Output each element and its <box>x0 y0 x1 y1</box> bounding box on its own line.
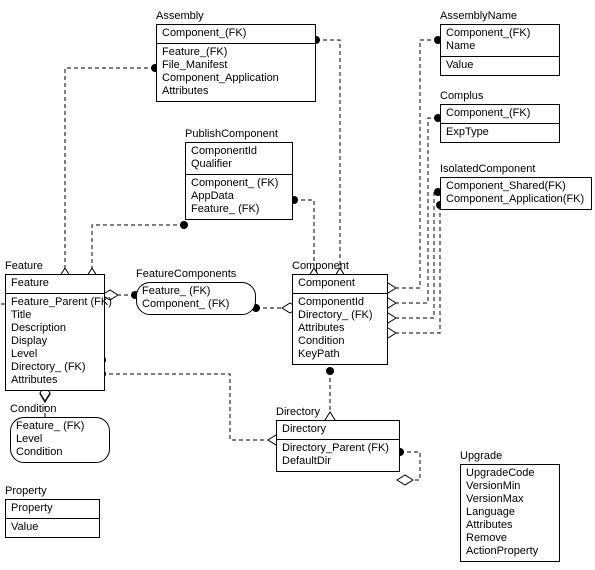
publishcomponent-entity: ComponentId Qualifier Component_ (FK) Ap… <box>185 142 293 220</box>
publishcomponent-pk-1: Qualifier <box>191 158 287 171</box>
feature-attr-6: Attributes <box>11 374 99 387</box>
complus-pk-0: Component_(FK) <box>446 107 554 120</box>
component-attr-2: Attributes <box>298 322 382 335</box>
feature-attr-1: Title <box>11 309 99 322</box>
upgrade-label: Upgrade <box>460 450 502 462</box>
featurecomponents-label: FeatureComponents <box>136 268 236 280</box>
condition-attr-0: Condition <box>16 446 104 459</box>
isolatedcomponent-pk-0: Component_Shared(FK) <box>446 180 586 193</box>
condition-label: Condition <box>10 403 56 415</box>
feature-attr-3: Display <box>11 335 99 348</box>
assemblyname-attr-0: Value <box>446 59 554 72</box>
feature-entity: Feature Feature_Parent (FK) Title Descri… <box>5 274 105 391</box>
directory-attr-1: DefaultDir <box>282 455 394 468</box>
assembly-pk-0: Component_(FK) <box>162 27 310 40</box>
complus-attr-0: ExpType <box>446 126 554 139</box>
component-attr-1: Directory_ (FK) <box>298 309 382 322</box>
component-attr-3: Condition <box>298 335 382 348</box>
component-attr-0: ComponentId <box>298 296 382 309</box>
condition-entity: Feature_ (FK) Level Condition <box>10 417 110 463</box>
property-entity: Property Value <box>5 499 100 538</box>
publishcomponent-label: PublishComponent <box>185 128 278 140</box>
directory-label: Directory <box>276 406 320 418</box>
condition-pk-0: Feature_ (FK) <box>16 420 104 433</box>
featurecomponents-pk-0: Feature_ (FK) <box>142 285 250 298</box>
feature-attr-0: Feature_Parent (FK) <box>11 296 99 309</box>
feature-label: Feature <box>5 260 43 272</box>
featurecomponents-pk-1: Component_ (FK) <box>142 298 250 311</box>
upgrade-pk-5: Remove <box>466 532 554 545</box>
feature-attr-2: Description <box>11 322 99 335</box>
property-attr-0: Value <box>11 521 94 534</box>
assemblyname-pk-0: Component_(FK) <box>446 27 554 40</box>
feature-attr-5: Directory_ (FK) <box>11 361 99 374</box>
assembly-attr-3: Attributes <box>162 85 310 98</box>
publishcomponent-attr-1: AppData <box>191 190 287 203</box>
component-attr-4: KeyPath <box>298 348 382 361</box>
isolatedcomponent-label: IsolatedComponent <box>440 163 535 175</box>
directory-entity: Directory Directory_Parent (FK) DefaultD… <box>276 420 400 472</box>
assembly-attr-0: Feature_(FK) <box>162 46 310 59</box>
property-pk-0: Property <box>11 502 94 515</box>
upgrade-pk-3: Language <box>466 506 554 519</box>
upgrade-pk-4: Attributes <box>466 519 554 532</box>
condition-pk-1: Level <box>16 433 104 446</box>
upgrade-pk-6: ActionProperty <box>466 545 554 558</box>
feature-pk-0: Feature <box>11 277 99 290</box>
isolatedcomponent-entity: Component_Shared(FK) Component_Applicati… <box>440 177 592 210</box>
component-label: Component <box>292 260 349 272</box>
publishcomponent-attr-0: Component_ (FK) <box>191 177 287 190</box>
assemblyname-label: AssemblyName <box>440 10 517 22</box>
assembly-attr-2: Component_Application <box>162 72 310 85</box>
upgrade-pk-1: VersionMin <box>466 480 554 493</box>
assembly-entity: Component_(FK) Feature_(FK) File_Manifes… <box>156 24 316 102</box>
complus-entity: Component_(FK) ExpType <box>440 104 560 143</box>
property-label: Property <box>5 485 47 497</box>
component-pk-0: Component <box>298 277 382 290</box>
isolatedcomponent-pk-1: Component_Application(FK) <box>446 193 586 206</box>
complus-label: Complus <box>440 90 483 102</box>
assemblyname-pk-1: Name <box>446 40 554 53</box>
upgrade-pk-2: VersionMax <box>466 493 554 506</box>
upgrade-entity: UpgradeCode VersionMin VersionMax Langua… <box>460 464 560 562</box>
feature-attr-4: Level <box>11 348 99 361</box>
assemblyname-entity: Component_(FK) Name Value <box>440 24 560 76</box>
directory-attr-0: Directory_Parent (FK) <box>282 442 394 455</box>
directory-pk-0: Directory <box>282 423 394 436</box>
upgrade-pk-0: UpgradeCode <box>466 467 554 480</box>
assembly-label: Assembly <box>156 10 204 22</box>
assembly-attr-1: File_Manifest <box>162 59 310 72</box>
publishcomponent-pk-0: ComponentId <box>191 145 287 158</box>
publishcomponent-attr-2: Feature_ (FK) <box>191 203 287 216</box>
component-entity: Component ComponentId Directory_ (FK) At… <box>292 274 388 365</box>
featurecomponents-entity: Feature_ (FK) Component_ (FK) <box>136 282 256 315</box>
